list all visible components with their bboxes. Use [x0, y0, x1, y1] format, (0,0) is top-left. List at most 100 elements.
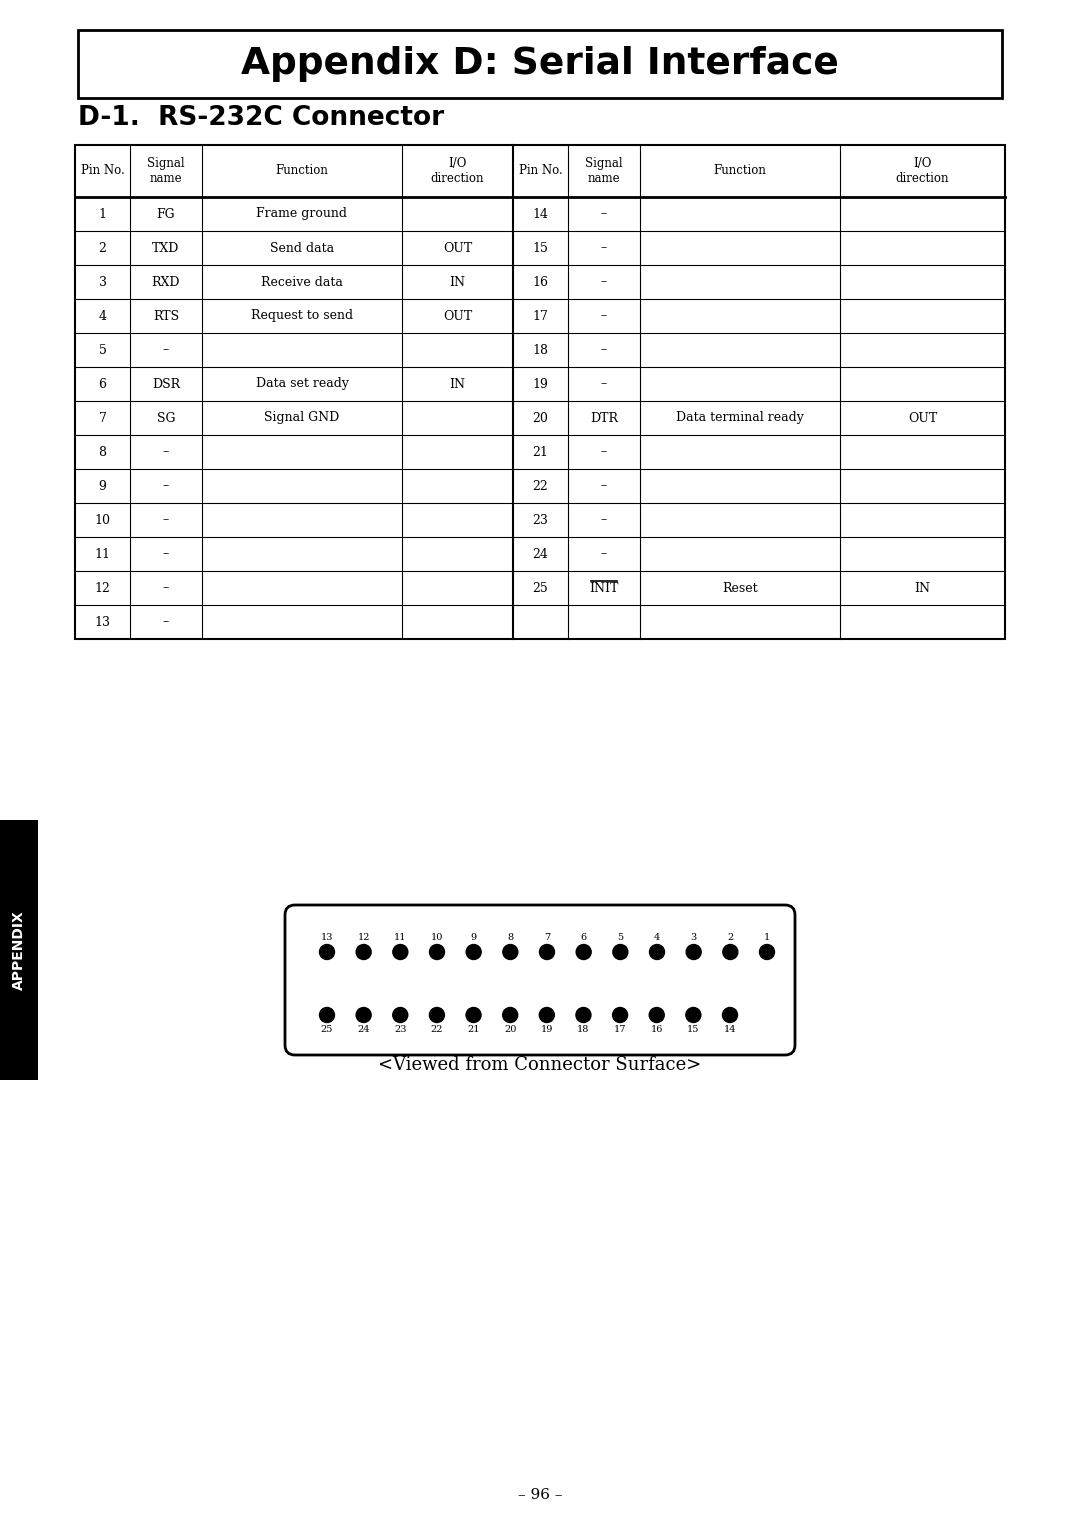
Text: 18: 18	[532, 344, 549, 356]
Text: 16: 16	[650, 1024, 663, 1034]
Circle shape	[356, 1008, 372, 1023]
Text: IN: IN	[449, 378, 465, 390]
Text: FG: FG	[157, 208, 175, 220]
Text: OUT: OUT	[443, 242, 472, 254]
Circle shape	[759, 945, 774, 960]
Text: 2: 2	[727, 934, 733, 942]
Text: 3: 3	[98, 275, 107, 289]
Text: SG: SG	[157, 411, 175, 425]
Text: Function: Function	[714, 165, 767, 177]
Text: Pin No.: Pin No.	[81, 165, 124, 177]
Text: Signal GND: Signal GND	[265, 411, 339, 425]
Text: –: –	[163, 514, 170, 526]
Text: 13: 13	[95, 616, 110, 628]
Text: 15: 15	[687, 1024, 700, 1034]
Text: Data terminal ready: Data terminal ready	[676, 411, 804, 425]
Text: Receive data: Receive data	[261, 275, 343, 289]
Text: 17: 17	[613, 1024, 626, 1034]
Text: 22: 22	[431, 1024, 443, 1034]
Circle shape	[430, 945, 445, 960]
Circle shape	[320, 1008, 335, 1023]
Text: 15: 15	[532, 242, 549, 254]
FancyBboxPatch shape	[285, 905, 795, 1055]
Text: 17: 17	[532, 309, 549, 323]
Text: IN: IN	[449, 275, 465, 289]
Text: 11: 11	[394, 934, 406, 942]
Text: –: –	[600, 445, 607, 459]
Text: 19: 19	[532, 378, 549, 390]
Text: DTR: DTR	[590, 411, 618, 425]
Text: –: –	[600, 480, 607, 492]
Text: 16: 16	[532, 275, 549, 289]
Text: –: –	[600, 242, 607, 254]
Text: Appendix D: Serial Interface: Appendix D: Serial Interface	[241, 46, 839, 83]
Text: 9: 9	[98, 480, 107, 492]
Circle shape	[356, 945, 372, 960]
Text: 4: 4	[98, 309, 107, 323]
Circle shape	[540, 945, 554, 960]
Text: –: –	[600, 547, 607, 561]
Text: <Viewed from Connector Surface>: <Viewed from Connector Surface>	[378, 1057, 702, 1073]
Text: 24: 24	[532, 547, 549, 561]
Text: –: –	[600, 378, 607, 390]
Text: OUT: OUT	[908, 411, 937, 425]
Text: Reset: Reset	[723, 581, 758, 595]
Text: 18: 18	[578, 1024, 590, 1034]
Text: 14: 14	[532, 208, 549, 220]
Circle shape	[686, 945, 701, 960]
Text: Frame ground: Frame ground	[257, 208, 348, 220]
Text: Pin No.: Pin No.	[518, 165, 563, 177]
Text: 10: 10	[95, 514, 110, 526]
Text: 21: 21	[468, 1024, 480, 1034]
Text: 3: 3	[690, 934, 697, 942]
Text: 9: 9	[471, 934, 476, 942]
Text: 22: 22	[532, 480, 549, 492]
Text: 21: 21	[532, 445, 549, 459]
Text: – 96 –: – 96 –	[517, 1488, 563, 1501]
Text: 20: 20	[504, 1024, 516, 1034]
Text: Signal
name: Signal name	[585, 156, 623, 185]
Text: 25: 25	[532, 581, 549, 595]
Text: 19: 19	[541, 1024, 553, 1034]
Circle shape	[649, 945, 664, 960]
Text: IN: IN	[915, 581, 931, 595]
Text: –: –	[600, 275, 607, 289]
Circle shape	[686, 1008, 701, 1023]
Text: 12: 12	[95, 581, 110, 595]
Circle shape	[576, 1008, 591, 1023]
Text: 7: 7	[544, 934, 550, 942]
Circle shape	[502, 1008, 517, 1023]
Text: –: –	[600, 344, 607, 356]
Text: 23: 23	[532, 514, 549, 526]
Text: 1: 1	[764, 934, 770, 942]
Text: 7: 7	[98, 411, 107, 425]
Text: APPENDIX: APPENDIX	[12, 910, 26, 989]
Text: Signal
name: Signal name	[147, 156, 185, 185]
Text: 12: 12	[357, 934, 370, 942]
Text: 8: 8	[508, 934, 513, 942]
Circle shape	[393, 945, 408, 960]
Circle shape	[649, 1008, 664, 1023]
Text: 2: 2	[98, 242, 107, 254]
Text: Function: Function	[275, 165, 328, 177]
Text: –: –	[600, 309, 607, 323]
Text: –: –	[163, 581, 170, 595]
Circle shape	[430, 1008, 444, 1023]
Text: 14: 14	[724, 1024, 737, 1034]
Text: –: –	[163, 344, 170, 356]
Circle shape	[393, 1008, 408, 1023]
Bar	[75, 145, 1005, 639]
Circle shape	[612, 1008, 627, 1023]
Circle shape	[612, 945, 627, 960]
Text: OUT: OUT	[443, 309, 472, 323]
Text: RXD: RXD	[152, 275, 180, 289]
Text: 13: 13	[321, 934, 334, 942]
Bar	[78, 31, 1002, 98]
Text: 20: 20	[532, 411, 549, 425]
Circle shape	[723, 1008, 738, 1023]
Text: Request to send: Request to send	[251, 309, 353, 323]
Text: DSR: DSR	[152, 378, 180, 390]
Text: 6: 6	[98, 378, 107, 390]
Text: TXD: TXD	[152, 242, 179, 254]
Text: I/O
direction: I/O direction	[895, 156, 949, 185]
